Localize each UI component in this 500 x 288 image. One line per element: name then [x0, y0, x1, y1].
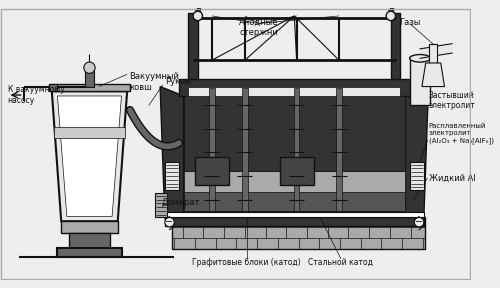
Text: Домкрат: Домкрат [162, 198, 200, 207]
Text: Графитовые блоки (катод): Графитовые блоки (катод) [192, 258, 301, 267]
Bar [184, 192, 405, 211]
Text: −: − [415, 217, 423, 227]
Circle shape [84, 62, 95, 73]
Polygon shape [49, 84, 130, 91]
Bar [85, 70, 94, 87]
Bar [188, 13, 198, 79]
Circle shape [193, 11, 202, 21]
Bar [184, 171, 405, 192]
Text: Вакуумный
ковш: Вакуумный ковш [129, 72, 179, 92]
Bar [184, 96, 405, 171]
Text: Анодные
стержни: Анодные стержни [239, 18, 279, 37]
Bar [294, 88, 300, 211]
Bar [54, 127, 126, 138]
Circle shape [386, 11, 396, 21]
Polygon shape [422, 63, 444, 87]
Bar [179, 79, 410, 96]
Bar [156, 193, 166, 217]
Text: Газы: Газы [399, 18, 420, 27]
Bar [242, 88, 248, 211]
Text: Стальной катод: Стальной катод [308, 258, 374, 267]
Bar [209, 88, 214, 211]
Bar [280, 157, 314, 185]
Bar [430, 44, 437, 63]
Bar [172, 217, 425, 249]
Text: −: − [166, 217, 173, 227]
Bar [391, 13, 400, 79]
Text: К вакуумному
насосу: К вакуумному насосу [8, 85, 64, 105]
Bar [188, 87, 400, 96]
Polygon shape [405, 87, 428, 218]
Bar [184, 96, 405, 211]
Text: Расплавленный
электролит
(Al₂O₃ + Na₃[AlF₆]): Расплавленный электролит (Al₂O₃ + Na₃[Al… [428, 123, 494, 144]
Bar [56, 248, 122, 257]
Text: Рукав: Рукав [165, 77, 190, 86]
Bar [61, 221, 118, 232]
Ellipse shape [410, 54, 430, 62]
Bar [69, 232, 110, 249]
Text: Застывший
электролит: Застывший электролит [428, 91, 476, 110]
Circle shape [165, 217, 174, 227]
Polygon shape [52, 91, 127, 221]
Bar [165, 212, 424, 217]
Polygon shape [160, 87, 184, 218]
Bar [195, 157, 229, 185]
Text: Жидкий Al: Жидкий Al [428, 173, 476, 182]
Bar [410, 162, 424, 190]
Bar [49, 84, 56, 91]
Bar [336, 88, 342, 211]
Bar [165, 162, 179, 190]
Bar [165, 217, 424, 226]
Circle shape [414, 217, 424, 227]
Polygon shape [58, 96, 122, 217]
Bar [410, 58, 430, 105]
